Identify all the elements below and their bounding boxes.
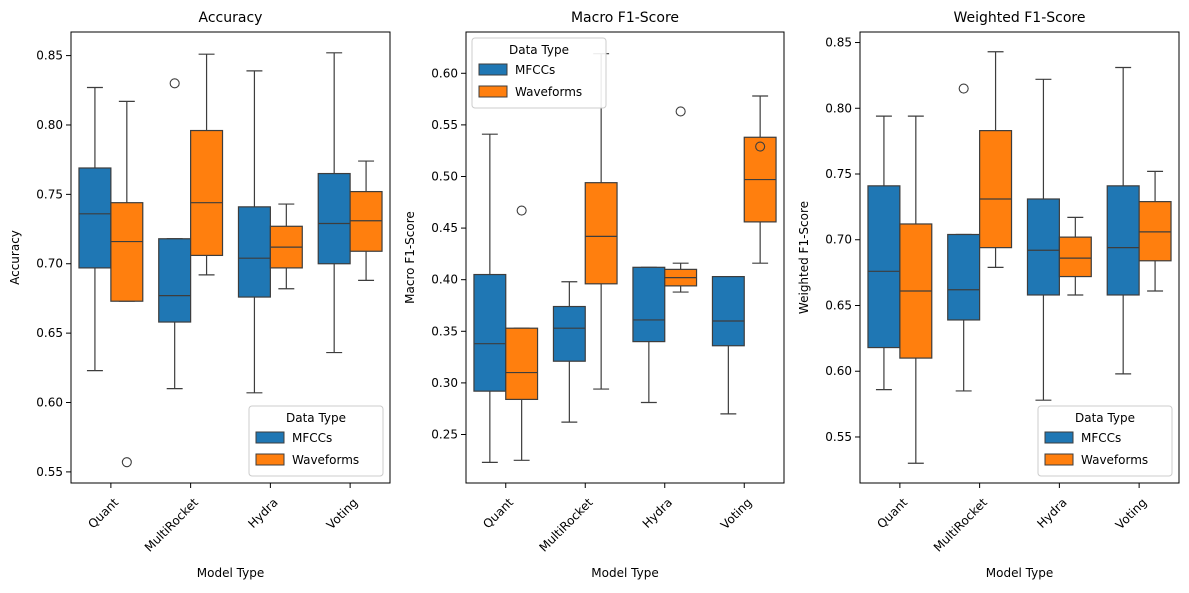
y-tick-label: 0.60 [36, 396, 63, 410]
x-tick-label: MultiRocket [536, 495, 595, 554]
legend-entry: Waveforms [292, 453, 359, 467]
y-tick-label: 0.70 [36, 257, 63, 271]
outlier-point [516, 205, 527, 216]
box [1058, 236, 1092, 278]
x-tick-label: Hydra [640, 495, 675, 530]
box [1106, 185, 1140, 296]
box [158, 238, 192, 323]
y-tick-label: 0.70 [825, 233, 852, 247]
chart-title: Accuracy [199, 10, 263, 26]
y-tick-label: 0.65 [36, 326, 63, 340]
legend-swatch [255, 431, 285, 444]
box [78, 167, 112, 269]
x-tick-label: Hydra [245, 495, 280, 530]
y-axis-label: Macro F1-Score [403, 211, 417, 304]
axes-frame [859, 31, 1180, 484]
chart-title: Macro F1-Score [571, 10, 679, 26]
y-tick-label: 0.35 [431, 324, 458, 338]
outlier-point [958, 83, 969, 94]
x-tick-label: MultiRocket [931, 495, 990, 554]
y-tick-label: 0.25 [431, 427, 458, 441]
legend-swatch [1044, 431, 1074, 444]
y-tick-label: 0.40 [431, 273, 458, 287]
box [190, 129, 224, 257]
legend-swatch [478, 85, 508, 98]
x-tick-label: Quant [480, 495, 516, 531]
y-tick-label: 0.85 [36, 49, 63, 63]
box [632, 266, 666, 343]
y-tick-label: 0.80 [825, 101, 852, 115]
box [110, 202, 144, 302]
box [237, 206, 271, 298]
y-tick-label: 0.30 [431, 376, 458, 390]
legend-swatch [478, 63, 508, 76]
box [947, 233, 981, 321]
axes-frame [465, 31, 785, 484]
x-axis-label: Model Type [197, 566, 264, 580]
legend-title: Data Type [286, 411, 346, 425]
box [1026, 198, 1060, 296]
y-tick-label: 0.65 [825, 298, 852, 312]
legend-entry: Waveforms [1081, 453, 1148, 467]
y-tick-label: 0.45 [431, 221, 458, 235]
x-axis-label: Model Type [986, 566, 1053, 580]
legend-entry: MFCCs [1081, 431, 1121, 445]
box [711, 275, 745, 347]
box [867, 185, 901, 349]
x-tick-label: Quant [874, 495, 910, 531]
y-tick-label: 0.85 [825, 36, 852, 50]
outlier-point [675, 106, 686, 117]
y-axis-label: Weighted F1-Score [797, 201, 811, 314]
legend-swatch [1044, 453, 1074, 466]
y-tick-label: 0.55 [431, 118, 458, 132]
outlier-point [755, 141, 766, 152]
y-tick-label: 0.55 [36, 465, 63, 479]
box [505, 327, 539, 401]
y-axis-label: Accuracy [8, 230, 22, 285]
box [473, 273, 507, 392]
legend-swatch [255, 453, 285, 466]
legend-entry: MFCCs [515, 63, 555, 77]
legend-title: Data Type [1075, 411, 1135, 425]
x-tick-label: Voting [324, 495, 361, 532]
y-tick-label: 0.55 [825, 430, 852, 444]
chart-title: Weighted F1-Score [954, 10, 1086, 26]
x-axis-label: Model Type [591, 566, 658, 580]
box [584, 182, 618, 285]
x-tick-label: Voting [718, 495, 755, 532]
box [349, 190, 383, 252]
x-tick-label: Voting [1113, 495, 1150, 532]
box [1138, 201, 1172, 262]
outlier-point [121, 457, 132, 468]
y-tick-label: 0.50 [431, 169, 458, 183]
y-tick-label: 0.60 [825, 364, 852, 378]
outlier-point [169, 78, 180, 89]
axes-frame [70, 31, 391, 484]
box [317, 172, 351, 265]
x-tick-label: Quant [85, 495, 121, 531]
y-tick-label: 0.80 [36, 118, 63, 132]
legend-entry: Waveforms [515, 85, 582, 99]
x-tick-label: Hydra [1034, 495, 1069, 530]
y-tick-label: 0.75 [825, 167, 852, 181]
box [552, 305, 586, 362]
x-tick-label: MultiRocket [142, 495, 201, 554]
box [979, 130, 1013, 249]
legend-entry: MFCCs [292, 431, 332, 445]
y-tick-label: 0.75 [36, 187, 63, 201]
legend-title: Data Type [509, 43, 569, 57]
y-tick-label: 0.60 [431, 66, 458, 80]
